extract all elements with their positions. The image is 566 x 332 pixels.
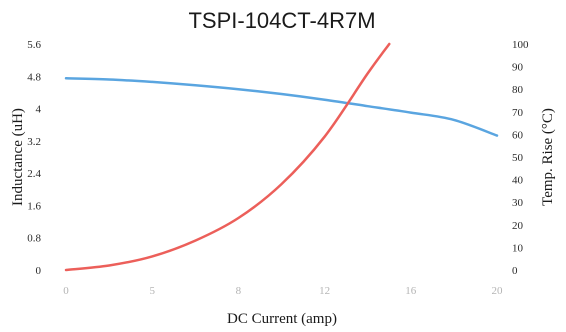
x-tick-label: 0 bbox=[63, 285, 69, 297]
y-left-tick-label: 4 bbox=[36, 104, 42, 116]
y-right-tick-label: 50 bbox=[512, 152, 524, 164]
y-left-tick-label: 0 bbox=[36, 265, 42, 277]
y-right-tick-label: 40 bbox=[512, 175, 524, 187]
y-left-tick-label: 1.6 bbox=[27, 200, 41, 212]
y-right-tick-label: 20 bbox=[512, 220, 524, 232]
y-left-tick-label: 5.6 bbox=[27, 39, 41, 51]
y-axis-left-title: Inductance (uH) bbox=[10, 108, 26, 206]
x-tick-label: 12 bbox=[319, 285, 330, 297]
y-left-tick-label: 0.8 bbox=[27, 233, 41, 245]
x-axis-title: DC Current (amp) bbox=[227, 311, 337, 327]
x-tick-label: 5 bbox=[149, 285, 155, 297]
y-right-tick-label: 80 bbox=[512, 84, 524, 96]
x-axis-ticks: 0 5 8 12 16 20 bbox=[63, 285, 503, 297]
y-right-tick-label: 60 bbox=[512, 129, 524, 141]
y-right-tick-label: 100 bbox=[512, 39, 529, 51]
temp-rise-line bbox=[64, 42, 391, 272]
y-axis-right-title: Temp. Rise (°C) bbox=[540, 108, 556, 206]
plot-area bbox=[64, 42, 499, 272]
y-right-tick-label: 10 bbox=[512, 242, 524, 254]
y-left-tick-label: 4.8 bbox=[27, 71, 41, 83]
y-right-tick-label: 70 bbox=[512, 107, 524, 119]
x-tick-label: 16 bbox=[405, 285, 417, 297]
y-right-tick-label: 90 bbox=[512, 62, 524, 74]
inductance-line bbox=[64, 77, 499, 137]
y-left-tick-label: 2.4 bbox=[27, 168, 41, 180]
x-tick-label: 20 bbox=[492, 285, 504, 297]
chart-title: TSPI-104CT-4R7M bbox=[188, 8, 375, 33]
y-left-tick-label: 3.2 bbox=[27, 136, 41, 148]
y-right-tick-label: 30 bbox=[512, 197, 524, 209]
left-axis-ticks: 5.6 4.8 4 3.2 2.4 1.6 0.8 0 bbox=[27, 39, 41, 277]
y-right-tick-label: 0 bbox=[512, 265, 518, 277]
x-tick-label: 8 bbox=[236, 285, 242, 297]
